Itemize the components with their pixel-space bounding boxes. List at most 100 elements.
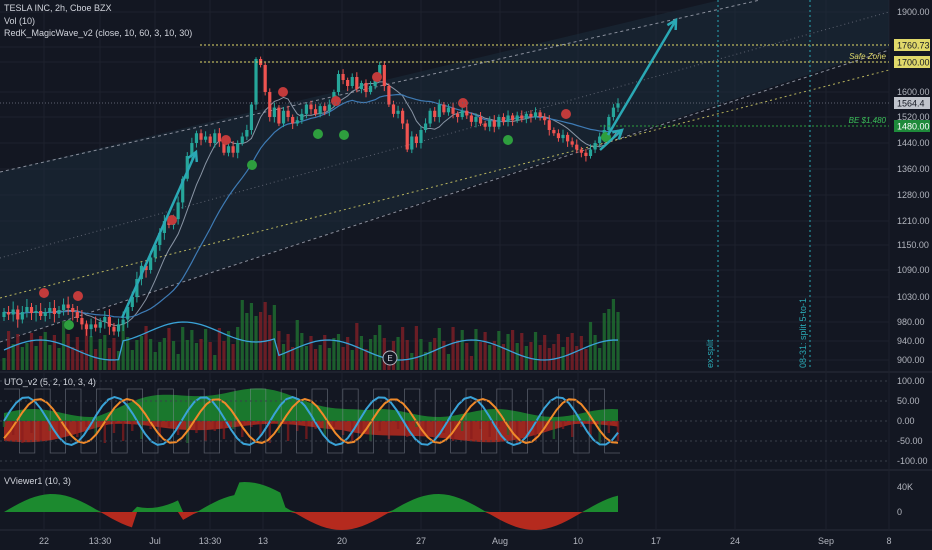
price-tick-label: 1900.00 <box>897 7 930 17</box>
candle-body <box>71 308 75 312</box>
uto-histogram-bar <box>580 421 583 427</box>
channel-fill <box>0 0 889 342</box>
candle-body <box>300 113 304 121</box>
volume-bar <box>520 333 524 370</box>
price-tick-label: 1360.00 <box>897 164 930 174</box>
time-tick-label: Jul <box>149 536 161 546</box>
candle-body <box>350 77 354 86</box>
uto-histogram-bar <box>103 421 107 443</box>
candle-body <box>20 312 24 320</box>
price-badge <box>894 56 930 68</box>
breakout-arrow <box>599 129 623 151</box>
volume-bar <box>524 346 528 370</box>
volume-bar <box>71 347 75 370</box>
uto-histogram-bar <box>488 421 491 437</box>
uto-blue-line <box>3 395 619 447</box>
uto-histogram-bar <box>515 421 519 443</box>
candle-body <box>543 117 547 121</box>
volume-bar <box>130 350 134 370</box>
candle-body <box>556 133 561 139</box>
candle-body <box>442 104 446 113</box>
candle-body <box>57 310 61 314</box>
volume-bar <box>378 325 382 370</box>
candle-body <box>153 245 157 258</box>
green-signal-dot <box>339 130 349 140</box>
uto-histogram-bar <box>167 421 171 427</box>
volume-bar <box>313 349 318 370</box>
volume-bar <box>57 348 61 370</box>
candle-body <box>391 104 396 114</box>
uto-histogram-bar <box>231 421 235 429</box>
uto-histogram-bar <box>598 421 601 443</box>
volume-bar <box>547 348 551 370</box>
volume-bar <box>428 342 432 370</box>
uto-histogram-bar <box>616 421 620 441</box>
candle-body <box>208 136 212 143</box>
volume-bar <box>89 336 93 370</box>
vviewer-red-area <box>4 512 618 530</box>
volume-bar <box>552 344 556 370</box>
candle-body <box>405 123 409 150</box>
candle-body <box>501 117 506 122</box>
volume-bar <box>332 338 336 370</box>
earnings-event-marker <box>382 350 398 366</box>
volume-bar <box>497 331 501 370</box>
price-candles <box>2 56 620 338</box>
volume-bar <box>300 333 304 370</box>
candle-body <box>25 307 29 312</box>
candle-body <box>336 74 341 92</box>
uto-histogram-bar <box>525 421 528 433</box>
projection-arrow <box>606 19 678 136</box>
volume-bar <box>94 349 98 370</box>
uto-histogram-bar <box>296 421 299 431</box>
candle-body <box>575 144 579 150</box>
price-tick-label: 940.00 <box>897 336 925 346</box>
uto-histogram-bar <box>149 421 152 429</box>
price-tick-label: 1030.00 <box>897 292 930 302</box>
volume-bar <box>368 339 373 370</box>
time-axis: 22 13:30 Jul 13:30 13 20 27 Aug 10 17 24 Sep 8 <box>39 536 892 546</box>
candle-body <box>199 133 203 140</box>
time-tick-label: 13 <box>258 536 268 546</box>
volume-bar <box>442 341 446 370</box>
volume-bar <box>543 335 547 370</box>
candle-body <box>410 136 414 150</box>
price-tick-label: 1090.00 <box>897 265 930 275</box>
magicwave-indicator-label: RedK_MagicWave_v2 (close, 10, 60, 3, 10,… <box>4 28 193 38</box>
price-badges: 1760.73 1700.00 1564.4 1480.00 <box>894 39 930 132</box>
candle-body <box>529 113 533 117</box>
volume-bar <box>199 339 203 370</box>
uto-histogram-bar <box>112 421 116 433</box>
volume-bar <box>533 332 538 370</box>
uto-histogram-bar <box>121 421 125 441</box>
trend-arrows <box>120 17 678 319</box>
volume-bar <box>327 348 331 370</box>
candle-body <box>423 123 428 130</box>
volume-bar <box>281 344 286 370</box>
candle-body <box>492 120 496 127</box>
symbol-title: TESLA INC, 2h, Cboe BZX <box>4 3 112 13</box>
volume-bar <box>2 358 6 370</box>
candle-body <box>433 110 437 117</box>
candle-body <box>488 120 492 127</box>
volume-bar <box>20 347 24 370</box>
candle-body <box>607 117 611 130</box>
candle-body <box>240 136 244 143</box>
candle-body <box>355 77 359 89</box>
uto-histogram-bar <box>158 421 161 437</box>
candle-body <box>94 324 98 328</box>
candle-body <box>236 143 240 153</box>
volume-bar <box>153 352 157 370</box>
candle-body <box>226 146 231 153</box>
volume-bar <box>84 323 89 370</box>
candle-body <box>304 104 309 114</box>
candle-body <box>84 324 89 330</box>
candle-body <box>277 107 281 124</box>
volume-bar <box>80 350 84 370</box>
volume-bar <box>465 343 469 370</box>
candle-body <box>579 149 583 153</box>
candle-body <box>451 107 455 114</box>
candle-body <box>478 117 483 124</box>
candle-body <box>149 257 153 270</box>
price-tick-label: 900.00 <box>897 355 925 365</box>
